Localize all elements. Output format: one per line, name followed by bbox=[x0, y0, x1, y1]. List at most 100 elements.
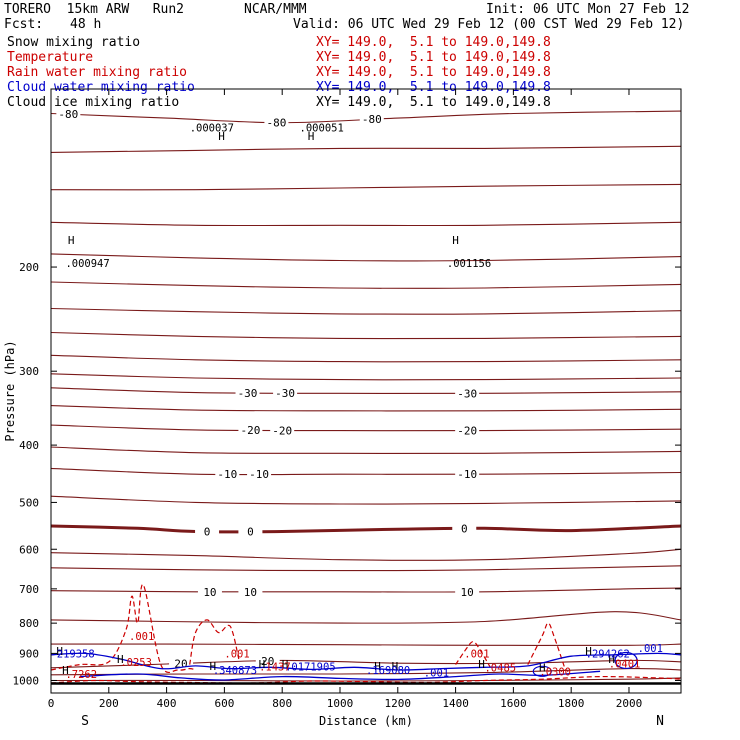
forecast-label: Fcst: bbox=[4, 17, 44, 32]
rain-contours bbox=[50, 584, 682, 684]
max-marker: H bbox=[392, 660, 399, 673]
legend-desc-temperature: XY= 149.0, 5.1 to 149.0,149.8 bbox=[316, 50, 551, 65]
isotherm-5 bbox=[50, 548, 682, 561]
plot-frame bbox=[50, 88, 682, 694]
rain-value-label: .0485 bbox=[484, 662, 516, 674]
isotherm-label-bg bbox=[359, 113, 384, 125]
isotherm-label: -10 bbox=[457, 468, 477, 481]
cloud-water-value-label: .169080 bbox=[366, 665, 410, 677]
cloud-water-value-label: 219358 bbox=[57, 649, 95, 661]
cloud-water-value-label: .294262 bbox=[586, 649, 630, 661]
isotherm-minus-50 bbox=[50, 307, 682, 315]
x-tick-label: 2000 bbox=[616, 697, 643, 710]
y-tick-label: 500 bbox=[19, 496, 39, 509]
max-marker: H bbox=[282, 658, 289, 671]
isotherm-label-bg bbox=[455, 585, 480, 597]
isotherm-label: 0 bbox=[247, 526, 254, 539]
y-axis-label: Pressure (hPa) bbox=[3, 340, 17, 441]
isotherm-7 bbox=[50, 565, 682, 572]
y-tick-label: 900 bbox=[19, 647, 39, 660]
legend-desc-rain: XY= 149.0, 5.1 to 149.0,149.8 bbox=[316, 65, 551, 80]
x-tick-label: 800 bbox=[272, 697, 292, 710]
isotherm-13 bbox=[50, 611, 682, 624]
org-label: NCAR/MMM bbox=[244, 2, 307, 17]
legend-name-snow: Snow mixing ratio bbox=[7, 35, 141, 50]
cloud-ice-value-label: .000037 bbox=[190, 123, 234, 135]
rain-value-label: .0253 bbox=[120, 657, 152, 669]
cloud-ice-value-label: .000051 bbox=[300, 123, 344, 135]
valid-time: Valid: 06 UTC Wed 29 Feb 12 (00 CST Wed … bbox=[293, 17, 685, 32]
rain-value-label: .001 bbox=[224, 649, 249, 661]
rain-value-label: .0401 bbox=[609, 658, 641, 670]
isotherm-label-bg bbox=[169, 657, 194, 669]
x-tick-label: 1200 bbox=[385, 697, 412, 710]
axes: 0 200 400 600 800 1000 1200 1400 1600 1800 2000200… bbox=[13, 89, 681, 710]
isotherm-minus-55 bbox=[50, 281, 682, 289]
legend-desc-cloud-ice: XY= 149.0, 5.1 to 149.0,149.8 bbox=[316, 95, 551, 110]
model-title: TORERO 15km ARW Run2 bbox=[4, 2, 185, 17]
north-label: N bbox=[656, 714, 664, 729]
y-tick-label: 1000 bbox=[13, 674, 40, 687]
isotherm-label: -10 bbox=[249, 468, 269, 481]
rain-contour bbox=[455, 641, 491, 668]
isotherm-label-bg bbox=[238, 525, 263, 537]
rain-value-label: .7262 bbox=[65, 669, 97, 681]
isotherm-label-bg bbox=[235, 386, 260, 398]
max-marker: H bbox=[218, 130, 225, 143]
x-axis-label: Distance (km) bbox=[319, 714, 413, 728]
cloud-water-value-label: .340873 bbox=[213, 665, 257, 677]
isotherm-label: -80 bbox=[362, 113, 382, 126]
cloud-water-contours bbox=[50, 651, 682, 681]
max-marker: H bbox=[56, 645, 63, 658]
max-marker: H bbox=[62, 664, 69, 677]
isotherm-minus-30 bbox=[50, 387, 682, 395]
isotherm-label-bg bbox=[197, 585, 222, 597]
isotherm-label: -80 bbox=[58, 108, 78, 121]
isotherm-minus-60 bbox=[50, 253, 682, 262]
isotherm-label: -20 bbox=[272, 424, 292, 437]
isotherm-label-bg bbox=[56, 108, 81, 120]
isotherm-label: -30 bbox=[238, 387, 258, 400]
isotherm-label: -80 bbox=[266, 116, 286, 129]
isotherm-minus-80 bbox=[50, 110, 682, 124]
isotherm-label: 0 bbox=[204, 526, 211, 539]
x-tick-label: 0 bbox=[48, 697, 55, 710]
forecast-hour: 48 h bbox=[70, 17, 102, 32]
isotherm-label-bg bbox=[270, 424, 295, 436]
legend-name-temperature: Temperature bbox=[7, 50, 94, 65]
legend-desc-cloud-water: XY= 149.0, 5.1 to 149.0,149.8 bbox=[316, 80, 551, 95]
max-marker: H bbox=[308, 130, 315, 143]
cloud-water-cell bbox=[532, 665, 552, 677]
isotherm-label: -30 bbox=[275, 387, 295, 400]
x-tick-label: 1800 bbox=[558, 697, 585, 710]
y-tick-label: 800 bbox=[19, 617, 39, 630]
rain-value-label: .0300 bbox=[539, 666, 571, 678]
max-marker: H bbox=[68, 234, 75, 247]
rain-contour bbox=[189, 619, 240, 665]
max-marker: H bbox=[210, 660, 217, 673]
rain-value-label: .1437 bbox=[259, 662, 291, 674]
isotherm-minus-45 bbox=[50, 331, 682, 340]
isotherm-label-bg bbox=[455, 424, 480, 436]
isotherm-label: -20 bbox=[240, 424, 260, 437]
max-marker: H bbox=[452, 234, 459, 247]
x-tick-label: 400 bbox=[157, 697, 177, 710]
isotherm-label: 10 bbox=[244, 586, 257, 599]
isotherm-label-bg bbox=[238, 424, 263, 436]
isotherm-group: -80 -80 -80 -30 -30 -30 -20 -20 -20 -10 -10 -10 0 0 0 1… bbox=[50, 108, 682, 682]
init-time: Init: 06 UTC Mon 27 Feb 12 bbox=[486, 2, 690, 17]
x-tick-label: 1600 bbox=[500, 697, 527, 710]
max-marker: H bbox=[539, 661, 546, 674]
isotherm-minus-65 bbox=[50, 221, 682, 227]
isotherm-20 bbox=[50, 659, 682, 669]
cloud-water-value-label: .001 bbox=[424, 668, 449, 680]
cloud-water-cell bbox=[614, 651, 638, 670]
isotherm-label-bg bbox=[273, 387, 298, 399]
isotherm-label: -30 bbox=[457, 387, 477, 400]
isotherm-label: -20 bbox=[457, 425, 477, 438]
isotherm-label: -10 bbox=[217, 468, 237, 481]
isotherm-label-bg bbox=[455, 387, 480, 399]
y-tick-label: 700 bbox=[19, 583, 39, 596]
isotherm-25 bbox=[50, 677, 682, 682]
